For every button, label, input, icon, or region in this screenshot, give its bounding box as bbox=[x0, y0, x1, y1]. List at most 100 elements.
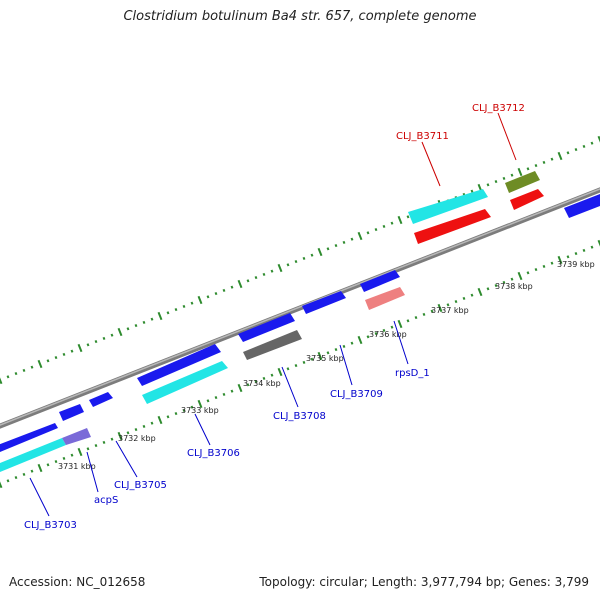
kbp-label-3732: 3732 kbp bbox=[118, 434, 156, 443]
gene-label-clj-b3703[interactable]: CLJ_B3703 bbox=[24, 520, 77, 531]
feature-clj-b3706-cyan[interactable] bbox=[142, 361, 228, 404]
feature-clj-b3709[interactable] bbox=[302, 291, 346, 314]
inner-tick-mark bbox=[357, 335, 363, 345]
inner-tick-mark bbox=[414, 316, 418, 320]
outer-tick-ring bbox=[0, 135, 600, 385]
inner-tick-mark bbox=[237, 383, 243, 393]
feature-acps[interactable] bbox=[62, 428, 91, 445]
gene-label-acps[interactable]: acpS bbox=[94, 495, 118, 506]
kbp-label-3733: 3733 kbp bbox=[181, 406, 219, 415]
outer-tick-mark bbox=[110, 333, 114, 337]
inner-tick-mark bbox=[110, 437, 114, 441]
feature-clj-b3711-cyan[interactable] bbox=[408, 189, 488, 224]
outer-tick-mark bbox=[190, 301, 194, 305]
outer-tick-mark bbox=[77, 343, 83, 353]
outer-tick-mark bbox=[30, 365, 34, 369]
outer-tick-mark bbox=[14, 372, 18, 376]
leader-clj-b3703 bbox=[29, 477, 50, 517]
outer-tick-mark bbox=[557, 151, 563, 161]
gene-label-rpsd-1[interactable]: rpsD_1 bbox=[395, 368, 430, 379]
leader-clj-b3712 bbox=[497, 112, 517, 161]
inner-tick-mark bbox=[117, 431, 123, 441]
feature-clj-b3712-red[interactable] bbox=[510, 189, 544, 210]
feature-clj-b3711-red[interactable] bbox=[414, 209, 491, 244]
outer-tick-mark bbox=[542, 160, 546, 164]
feature-clj-b3706-blue[interactable] bbox=[137, 344, 221, 386]
inner-tick-mark bbox=[326, 351, 330, 355]
outer-tick-mark bbox=[334, 244, 338, 248]
inner-tick-mark bbox=[197, 399, 203, 409]
inner-tick-mark bbox=[246, 383, 250, 387]
gene-labels: CLJ_B3703 acpS CLJ_B3705 CLJ_B3706 CLJ_B… bbox=[24, 103, 525, 531]
outer-tick-mark bbox=[214, 292, 218, 296]
feature-clj-b3703-upper[interactable] bbox=[0, 423, 58, 452]
inner-tick-mark bbox=[222, 392, 226, 396]
feature-blue-small-2[interactable] bbox=[360, 270, 400, 292]
gene-label-clj-b3711[interactable]: CLJ_B3711 bbox=[396, 131, 449, 142]
leader-rpsd-1 bbox=[393, 320, 409, 365]
outer-tick-mark bbox=[470, 189, 474, 193]
inner-tick-mark bbox=[190, 405, 194, 409]
inner-tick-ring bbox=[0, 239, 600, 489]
outer-tick-mark bbox=[534, 164, 538, 168]
label-leaders bbox=[29, 112, 517, 517]
outer-tick-mark bbox=[382, 224, 386, 228]
inner-tick-mark bbox=[70, 453, 74, 457]
outer-tick-mark bbox=[54, 356, 58, 360]
leader-clj-b3706 bbox=[194, 413, 211, 446]
inner-tick-mark bbox=[374, 332, 378, 336]
inner-tick-mark bbox=[37, 463, 43, 473]
outer-tick-mark bbox=[317, 247, 323, 257]
inner-tick-mark bbox=[526, 271, 530, 275]
inner-tick-mark bbox=[470, 293, 474, 297]
feature-blue-small-1[interactable] bbox=[59, 404, 84, 421]
feature-clj-b3712-olive[interactable] bbox=[505, 171, 540, 193]
inner-tick-mark bbox=[446, 303, 450, 307]
outer-tick-mark bbox=[302, 256, 306, 260]
inner-tick-mark bbox=[566, 255, 570, 259]
kbp-scale: 3731 kbp 3732 kbp 3733 kbp 3734 kbp 3735… bbox=[58, 260, 595, 471]
outer-tick-mark bbox=[237, 279, 243, 289]
inner-tick-mark bbox=[30, 469, 34, 473]
gene-label-clj-b3709[interactable]: CLJ_B3709 bbox=[330, 389, 383, 400]
feature-clj-b3703-cyan[interactable] bbox=[0, 438, 66, 472]
inner-tick-mark bbox=[390, 325, 394, 329]
inner-tick-mark bbox=[150, 421, 154, 425]
kbp-label-3734: 3734 kbp bbox=[243, 379, 281, 388]
outer-tick-mark bbox=[517, 167, 523, 177]
leader-clj-b3709 bbox=[339, 344, 353, 386]
outer-tick-mark bbox=[126, 327, 130, 331]
inner-tick-mark bbox=[550, 261, 554, 265]
inner-tick-mark bbox=[310, 357, 314, 361]
gene-label-clj-b3706[interactable]: CLJ_B3706 bbox=[187, 448, 240, 459]
outer-tick-mark bbox=[590, 141, 594, 145]
leader-clj-b3708 bbox=[281, 366, 299, 408]
outer-tick-mark bbox=[486, 183, 490, 187]
outer-tick-mark bbox=[230, 285, 234, 289]
outer-tick-mark bbox=[62, 352, 66, 356]
inner-tick-mark bbox=[494, 284, 498, 288]
inner-tick-mark bbox=[430, 309, 434, 313]
feature-clj-b3708-blue[interactable] bbox=[238, 313, 295, 342]
feature-rpsd-1[interactable] bbox=[365, 287, 405, 310]
outer-tick-mark bbox=[510, 173, 514, 177]
outer-tick-mark bbox=[94, 340, 98, 344]
inner-tick-mark bbox=[510, 277, 514, 281]
feature-blue-right[interactable] bbox=[564, 194, 600, 218]
gene-label-clj-b3705[interactable]: CLJ_B3705 bbox=[114, 480, 167, 491]
leader-acps bbox=[86, 451, 99, 493]
gene-label-clj-b3712[interactable]: CLJ_B3712 bbox=[472, 103, 525, 114]
inner-tick-mark bbox=[557, 255, 563, 265]
feature-clj-b3708-gray[interactable] bbox=[243, 330, 302, 360]
gene-label-clj-b3708[interactable]: CLJ_B3708 bbox=[273, 411, 326, 422]
outer-tick-mark bbox=[294, 260, 298, 264]
outer-tick-mark bbox=[0, 377, 3, 385]
outer-tick-mark bbox=[70, 349, 74, 353]
inner-tick-mark bbox=[302, 360, 306, 364]
inner-tick-mark bbox=[477, 287, 483, 297]
feature-clj-b3705[interactable] bbox=[89, 392, 113, 407]
outer-tick-mark bbox=[397, 215, 403, 225]
inner-tick-mark bbox=[277, 367, 283, 377]
genome-backbone bbox=[0, 187, 600, 429]
inner-tick-mark bbox=[166, 415, 170, 419]
